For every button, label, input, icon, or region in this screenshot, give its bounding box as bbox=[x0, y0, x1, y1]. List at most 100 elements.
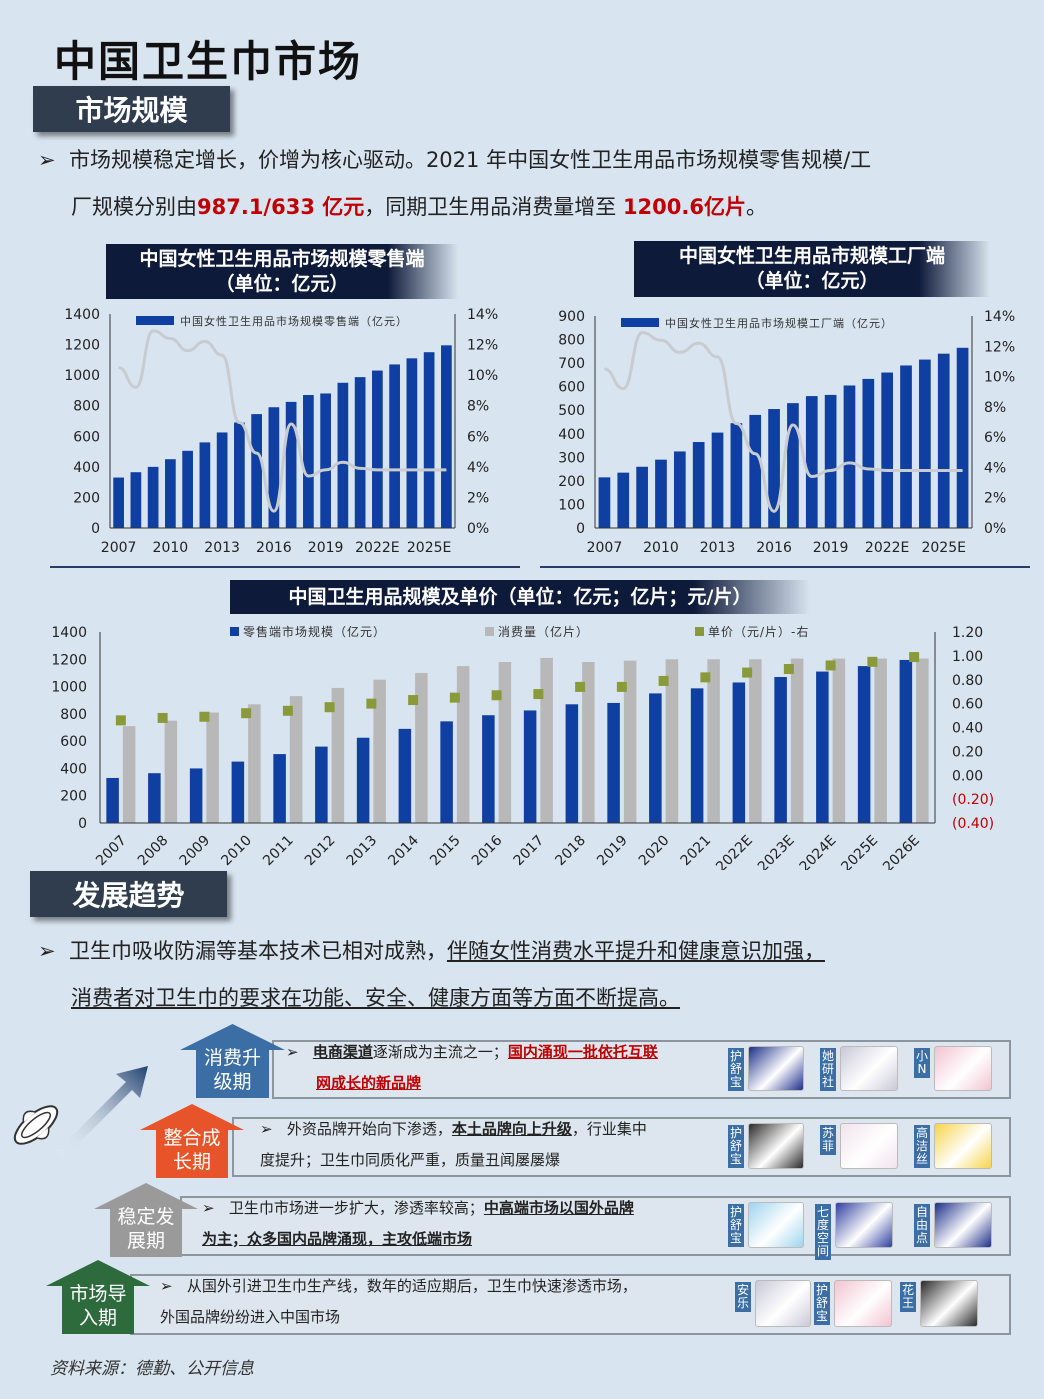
bar-volume bbox=[373, 679, 386, 823]
bullet-arrow-icon: ➢ bbox=[160, 1277, 187, 1295]
bar-retail bbox=[774, 677, 787, 823]
price-marker bbox=[575, 681, 586, 692]
x-tick-label: 2013 bbox=[700, 540, 736, 556]
stage-description: ➢ 外资品牌开始向下渗透，本土品牌向上升级，行业集中 度提升；卫生巾同质化严重，质… bbox=[260, 1120, 647, 1169]
bar bbox=[636, 466, 648, 528]
bar-retail bbox=[398, 728, 412, 823]
y-tick-label: 400 bbox=[558, 427, 585, 443]
bar bbox=[199, 442, 211, 528]
bullet-arrow-icon: ➢ bbox=[38, 939, 69, 963]
y2-tick-label: 4% bbox=[467, 460, 489, 476]
x-tick-label: 2007 bbox=[101, 540, 137, 556]
y2-tick-label: 6% bbox=[984, 430, 1006, 446]
stage-arrow: 整合成 长期 bbox=[140, 1104, 244, 1178]
legend-swatch bbox=[136, 316, 174, 325]
y2-tick-label: 0.00 bbox=[952, 768, 983, 784]
bar-volume bbox=[623, 660, 637, 823]
y2-tick-label: 0.80 bbox=[952, 673, 983, 689]
x-tick-label: 2010 bbox=[153, 540, 189, 556]
product-package-image bbox=[934, 1123, 992, 1169]
y2-tick-label: (0.20) bbox=[952, 792, 994, 808]
y-tick-label: 900 bbox=[558, 309, 585, 325]
x-tick-label: 2008 bbox=[135, 833, 172, 870]
brand-label: 小 N bbox=[914, 1048, 930, 1078]
bar-retail bbox=[565, 704, 579, 823]
product-package-image bbox=[934, 1202, 992, 1248]
x-tick-label: 2017 bbox=[511, 833, 548, 870]
y2-tick-label: 2% bbox=[984, 491, 1006, 507]
bar-retail bbox=[231, 761, 245, 823]
price-marker bbox=[658, 675, 669, 686]
price-marker bbox=[324, 702, 335, 713]
bar-volume bbox=[456, 666, 470, 823]
brand-label: 高 洁 丝 bbox=[914, 1125, 930, 1168]
bar bbox=[881, 372, 894, 528]
bar bbox=[251, 414, 262, 528]
bar-retail bbox=[273, 754, 286, 823]
product-package-image bbox=[755, 1280, 811, 1327]
brand-label: 七 度 空 间 bbox=[815, 1204, 831, 1260]
y-tick-label: 400 bbox=[73, 460, 100, 476]
x-tick-label: 2013 bbox=[204, 540, 240, 556]
y-tick-label: 500 bbox=[558, 403, 585, 419]
x-tick-label: 2016 bbox=[469, 832, 506, 869]
price-marker bbox=[742, 667, 753, 678]
brand-label: 护 舒 宝 bbox=[728, 1048, 744, 1091]
price-marker bbox=[282, 705, 293, 716]
bar-volume bbox=[248, 704, 261, 823]
bar-volume bbox=[665, 659, 679, 823]
stage-label: 展期 bbox=[126, 1230, 165, 1252]
bar bbox=[165, 459, 176, 528]
price-marker bbox=[115, 715, 126, 726]
bar bbox=[655, 459, 667, 528]
product-package-image bbox=[835, 1202, 893, 1248]
product-package-image bbox=[748, 1046, 804, 1091]
y-tick-label: 100 bbox=[558, 497, 585, 513]
growth-line bbox=[118, 329, 447, 513]
bar bbox=[130, 472, 142, 528]
bar bbox=[956, 347, 969, 528]
stage-label: 整合成 bbox=[163, 1127, 221, 1149]
bar-retail bbox=[106, 777, 119, 823]
growth-line bbox=[604, 331, 963, 513]
stage-arrow: 稳定发 展期 bbox=[94, 1183, 198, 1257]
x-tick-label: 2007 bbox=[93, 833, 130, 870]
y-tick-label: 0 bbox=[78, 816, 87, 832]
bullet-arrow-icon: ➢ bbox=[286, 1043, 313, 1061]
y-tick-label: 0 bbox=[576, 521, 585, 537]
stage-description: ➢ 电商渠道逐渐成为主流之一；国内涌现一批依托互联 网成长的新品牌 bbox=[286, 1043, 658, 1092]
product-package-image bbox=[748, 1123, 804, 1169]
y2-tick-label: 12% bbox=[984, 339, 1015, 355]
y2-tick-label: 1.20 bbox=[952, 625, 983, 641]
bar bbox=[598, 477, 611, 528]
bar bbox=[441, 345, 452, 528]
bar-volume bbox=[874, 658, 887, 823]
bar bbox=[182, 450, 193, 528]
y2-tick-label: 0.60 bbox=[952, 697, 983, 713]
y2-tick-label: 6% bbox=[467, 429, 489, 445]
stage-arrow: 消费升 级期 bbox=[180, 1024, 285, 1098]
stage-description: ➢ 卫生巾市场进一步扩大，渗透率较高；中高端市场以国外品牌 为主；众多国内品牌涌现… bbox=[202, 1199, 634, 1248]
legend-label: 中国女性卫生用品市场规模零售端（亿元） bbox=[180, 314, 408, 328]
x-tick-label: 2019 bbox=[813, 540, 849, 556]
bar bbox=[692, 442, 705, 528]
bar bbox=[389, 364, 400, 528]
brand-label: 护 舒 宝 bbox=[814, 1282, 830, 1325]
bullet-arrow-icon: ➢ bbox=[260, 1120, 287, 1138]
product-package-image bbox=[840, 1123, 898, 1169]
bar-volume bbox=[498, 662, 512, 823]
chart-volume-price-title: 中国卫生用品规模及单价（单位：亿元；亿片；元/片） bbox=[230, 580, 810, 614]
brand-label: 花 王 bbox=[900, 1282, 916, 1312]
x-tick-label: 2016 bbox=[256, 540, 292, 556]
bar-volume bbox=[415, 672, 428, 823]
x-tick-label: 2022E bbox=[355, 540, 399, 556]
y2-tick-label: 0% bbox=[984, 521, 1006, 537]
legend-swatch bbox=[230, 627, 239, 636]
y-tick-label: 1200 bbox=[51, 652, 87, 668]
bar bbox=[673, 451, 686, 528]
y-tick-label: 200 bbox=[60, 789, 87, 805]
bar bbox=[711, 432, 724, 528]
y2-tick-label: 0.20 bbox=[952, 744, 983, 760]
legend-label: 零售端市场规模（亿元） bbox=[243, 624, 386, 639]
product-package-image bbox=[840, 1046, 898, 1091]
